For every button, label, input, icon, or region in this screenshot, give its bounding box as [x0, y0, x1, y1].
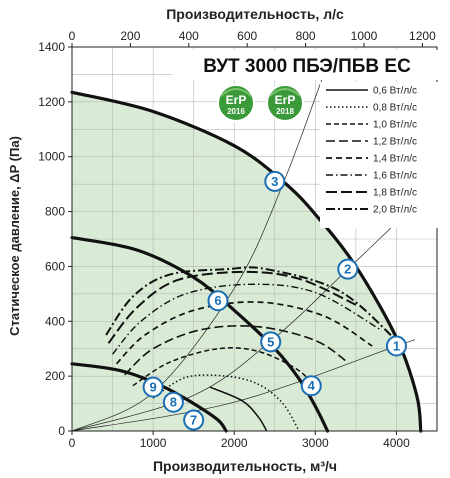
- operating-area-fill: [72, 92, 421, 432]
- y-tick-label: 200: [45, 369, 65, 383]
- x2-tick-label: 600: [237, 29, 257, 43]
- operating-point-4: 4: [300, 375, 322, 397]
- operating-point-marker: [162, 391, 184, 413]
- operating-point-marker: [264, 170, 286, 192]
- y-tick-label: 0: [58, 424, 65, 438]
- system-curve-3: [71, 339, 416, 432]
- operating-point-9: 9: [142, 376, 164, 398]
- power-curve-8: [105, 266, 398, 342]
- operating-area: [72, 92, 421, 432]
- erp-2018-badge-year: 2018: [276, 107, 294, 116]
- operating-point-5: 5: [260, 331, 282, 353]
- operating-point-8: 8: [162, 391, 184, 413]
- y-tick-label: 400: [45, 314, 65, 328]
- erp-2016-badge-disc: [217, 84, 255, 122]
- operating-point-label: 1: [393, 338, 400, 353]
- x2-tick-label: 200: [120, 29, 140, 43]
- x2-tick-label: 400: [179, 29, 199, 43]
- y-tick-label: 1000: [38, 150, 65, 164]
- power-curves: [105, 266, 398, 432]
- y-tick-label: 600: [45, 259, 65, 273]
- operating-point-label: 4: [308, 378, 316, 393]
- legend-label: 1,6 Вт/л/с: [373, 171, 417, 182]
- operating-point-label: 2: [344, 262, 351, 277]
- operating-point-label: 8: [170, 395, 177, 410]
- operating-point-marker: [207, 290, 229, 312]
- erp-2018-badge-disc: [266, 84, 304, 122]
- legend-label: 1,2 Вт/л/с: [373, 137, 417, 148]
- legend-label: 1,4 Вт/л/с: [373, 154, 417, 165]
- fan-curve-mid: [70, 236, 330, 433]
- power-curve-6: [112, 283, 381, 355]
- legend-label: 1,0 Вт/л/с: [373, 120, 417, 131]
- operating-point-label: 6: [214, 293, 221, 308]
- legend: 0,6 Вт/л/с 0,8 Вт/л/с 1,0 Вт/л/с 1,2 Вт/л/с…: [326, 86, 417, 216]
- x-tick-label: 4000: [383, 436, 410, 450]
- y-tick-label: 800: [45, 205, 65, 219]
- operating-point-marker: [385, 335, 407, 357]
- operating-point-7: 7: [183, 409, 205, 431]
- x2-tick-label: 1000: [351, 29, 378, 43]
- legend-box: [320, 82, 438, 228]
- x-tick-label: 2000: [221, 436, 248, 450]
- erp-2018-badge-arc: [269, 88, 301, 97]
- power-curve-1: [209, 386, 268, 432]
- x2-tick-label: 1200: [409, 29, 436, 43]
- erp-2016-badge-arc: [220, 88, 252, 97]
- operating-point-3: 3: [264, 170, 286, 192]
- fan-curve-max: [70, 90, 423, 433]
- power-curve-2: [152, 374, 300, 432]
- power-curve-4: [124, 325, 349, 376]
- operating-point-1: 1: [385, 335, 407, 357]
- power-curve-7: [107, 270, 357, 344]
- operating-point-marker: [300, 375, 322, 397]
- title-backdrop: [172, 50, 440, 80]
- operating-point-label: 3: [271, 174, 278, 189]
- system-curve-1: [71, 52, 332, 432]
- power-curve-3: [132, 347, 316, 391]
- x2-tick-label: 0: [69, 29, 76, 43]
- chart-title: ВУТ 3000 ПБЭ/ПБВ ЕС: [203, 56, 411, 77]
- operating-point-label: 9: [149, 380, 156, 395]
- y-tick-label: 1400: [38, 40, 65, 54]
- erp-2018-badge-text: ErP: [275, 93, 296, 107]
- erp-2016-badge-year: 2016: [227, 107, 245, 116]
- y-tick-label: 1200: [38, 95, 65, 109]
- erp-2016-badge: ErP 2016: [217, 84, 255, 122]
- power-curve-5: [115, 301, 373, 365]
- legend-label: 1,8 Вт/л/с: [373, 188, 417, 199]
- y-axis-title: Статическое давление, ΔP (Па): [7, 136, 22, 336]
- erp-2016-badge-text: ErP: [226, 93, 247, 107]
- operating-points: 1 2 3 4 5 6 789: [142, 170, 407, 431]
- operating-point-label: 7: [190, 413, 197, 428]
- x-tick-label: 1000: [140, 436, 167, 450]
- x-tick-label: 0: [69, 436, 76, 450]
- grid: [72, 47, 437, 431]
- operating-point-6: 6: [207, 290, 229, 312]
- operating-point-marker: [183, 409, 205, 431]
- operating-point-marker: [337, 258, 359, 280]
- legend-label: 0,6 Вт/л/с: [373, 86, 417, 97]
- operating-point-2: 2: [337, 258, 359, 280]
- bottom-axis-title: Производительность, м³/ч: [153, 458, 337, 474]
- erp-2018-badge: ErP 2018: [266, 84, 304, 122]
- operating-point-marker: [142, 376, 164, 398]
- operating-point-marker: [260, 331, 282, 353]
- x2-tick-label: 800: [296, 29, 316, 43]
- legend-label: 0,8 Вт/л/с: [373, 103, 417, 114]
- plot-border: [71, 46, 438, 432]
- x-tick-label: 3000: [302, 436, 329, 450]
- legend-label: 2,0 Вт/л/с: [373, 205, 417, 216]
- plot-frame: [68, 43, 438, 435]
- top-axis-title: Производительность, л/с: [166, 6, 344, 22]
- operating-point-label: 5: [267, 334, 274, 349]
